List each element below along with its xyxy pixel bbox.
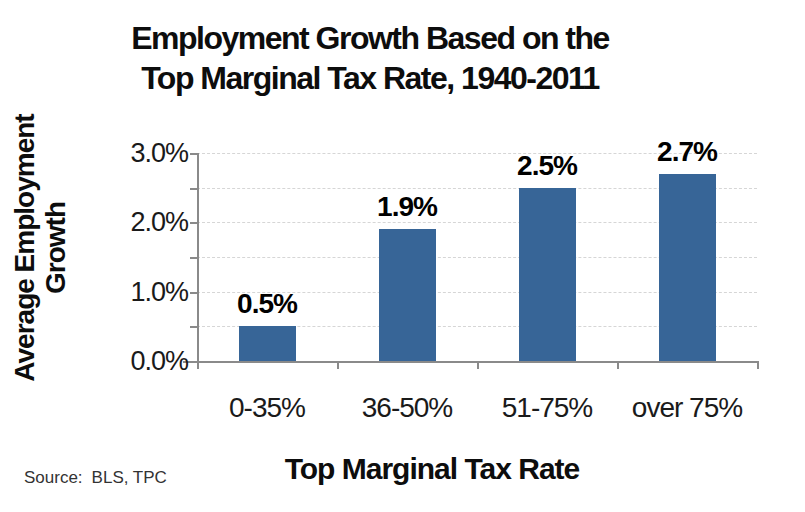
bar-chart: Employment Growth Based on the Top Margi… — [0, 0, 805, 512]
y-axis-line — [197, 153, 199, 369]
bar-value-label: 1.9% — [337, 191, 477, 223]
y-axis-title: Average Employment Growth — [9, 88, 73, 408]
x-tick-label: 0-35% — [192, 392, 342, 424]
bar — [239, 326, 296, 361]
bar — [519, 188, 576, 361]
chart-title-line1: Employment Growth Based on the — [35, 18, 705, 58]
x-tick-label: over 75% — [612, 392, 762, 424]
bar — [379, 229, 436, 361]
y-tick-label: 1.0% — [78, 275, 188, 309]
y-tick — [190, 188, 197, 190]
source-label: Source: — [24, 468, 83, 487]
x-tick — [617, 361, 619, 369]
bar-value-label: 2.7% — [617, 136, 757, 168]
x-tick — [757, 361, 759, 369]
chart-title: Employment Growth Based on the Top Margi… — [35, 18, 705, 98]
y-tick — [190, 292, 197, 294]
bar-value-label: 2.5% — [477, 150, 617, 182]
x-tick-label: 51-75% — [472, 392, 622, 424]
source-value: BLS, TPC — [92, 468, 167, 487]
y-tick — [190, 257, 197, 259]
source-note: Source: BLS, TPC — [24, 468, 167, 488]
x-axis-line — [183, 361, 759, 363]
y-tick — [190, 222, 197, 224]
y-tick — [190, 326, 197, 328]
x-tick-label: 36-50% — [332, 392, 482, 424]
y-tick-label: 3.0% — [78, 136, 188, 170]
bar — [659, 174, 716, 361]
chart-title-line2: Top Marginal Tax Rate, 1940-2011 — [35, 58, 705, 98]
x-tick — [197, 361, 199, 369]
y-tick-label: 0.0% — [78, 344, 188, 378]
x-tick — [337, 361, 339, 369]
x-tick — [477, 361, 479, 369]
y-tick — [190, 153, 197, 155]
y-tick-label: 2.0% — [78, 205, 188, 239]
y-tick — [190, 361, 197, 363]
x-axis-title: Top Marginal Tax Rate — [232, 452, 632, 486]
bar-value-label: 0.5% — [197, 288, 337, 320]
